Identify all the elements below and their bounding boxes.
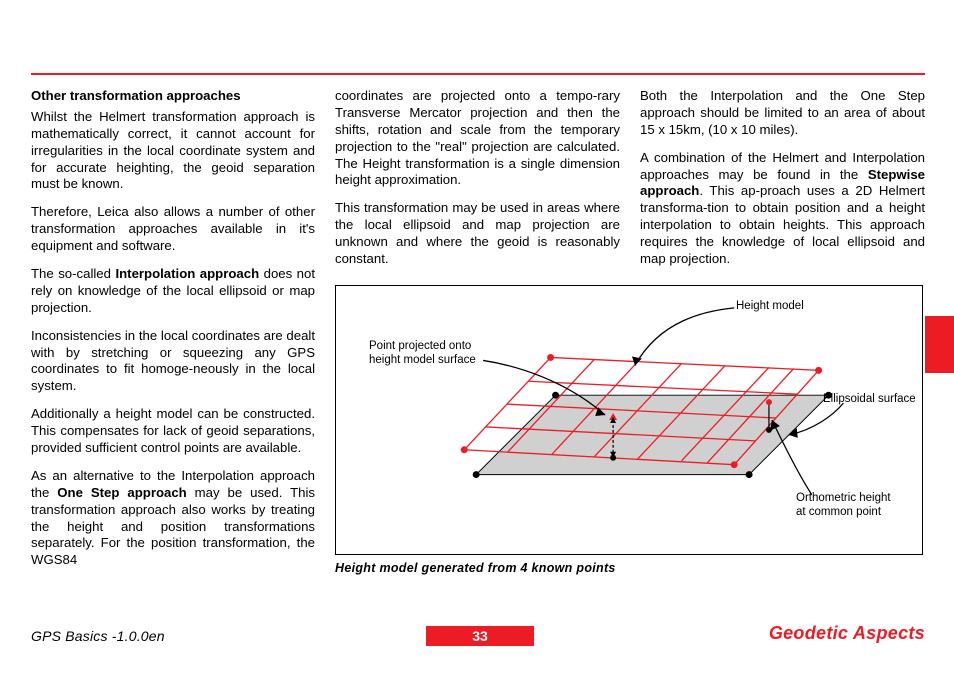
label-orthometric: Orthometric height at common point bbox=[796, 492, 891, 520]
side-tab bbox=[925, 316, 954, 373]
term-interpolation: Interpolation approach bbox=[115, 266, 259, 281]
column-3: Both the Interpolation and the One Step … bbox=[640, 88, 925, 279]
footer-section-title: Geodetic Aspects bbox=[769, 623, 925, 644]
label-point-projected: Point projected onto height model surfac… bbox=[369, 340, 476, 368]
text: Point projected onto bbox=[369, 340, 471, 352]
figure-height-model: Height model Point projected onto height… bbox=[335, 285, 923, 555]
text: at common point bbox=[796, 506, 881, 518]
column-1: Other transformation approaches Whilst t… bbox=[31, 88, 315, 618]
column-2: coordinates are projected onto a tempo-r… bbox=[335, 88, 620, 279]
term-one-step: One Step approach bbox=[57, 485, 186, 500]
figure-caption: Height model generated from 4 known poin… bbox=[335, 561, 925, 575]
paragraph: Both the Interpolation and the One Step … bbox=[640, 88, 925, 139]
paragraph: Additionally a height model can be const… bbox=[31, 406, 315, 457]
paragraph: coordinates are projected onto a tempo-r… bbox=[335, 88, 620, 189]
paragraph: A combination of the Helmert and Interpo… bbox=[640, 150, 925, 268]
label-height-model: Height model bbox=[736, 300, 804, 314]
column-right-wrap: coordinates are projected onto a tempo-r… bbox=[335, 88, 925, 618]
paragraph: The so-called Interpolation approach doe… bbox=[31, 266, 315, 317]
text: height model surface bbox=[369, 354, 476, 366]
paragraph: As an alternative to the Interpolation a… bbox=[31, 468, 315, 569]
paragraph: This transformation may be used in areas… bbox=[335, 200, 620, 268]
content-area: Other transformation approaches Whilst t… bbox=[31, 88, 925, 618]
footer: GPS Basics -1.0.0en 33 Geodetic Aspects bbox=[31, 622, 925, 644]
text: Orthometric height bbox=[796, 492, 891, 504]
footer-doc-title: GPS Basics -1.0.0en bbox=[31, 628, 165, 644]
columns-2-3: coordinates are projected onto a tempo-r… bbox=[335, 88, 925, 279]
label-ellipsoidal: Ellipsoidal surface bbox=[823, 393, 916, 407]
section-heading: Other transformation approaches bbox=[31, 88, 315, 105]
text: The so-called bbox=[31, 266, 115, 281]
footer-page-number: 33 bbox=[426, 626, 534, 646]
top-rule bbox=[31, 73, 925, 75]
paragraph: Inconsistencies in the local coordinates… bbox=[31, 328, 315, 396]
paragraph: Whilst the Helmert transformation approa… bbox=[31, 109, 315, 193]
paragraph: Therefore, Leica also allows a number of… bbox=[31, 204, 315, 255]
